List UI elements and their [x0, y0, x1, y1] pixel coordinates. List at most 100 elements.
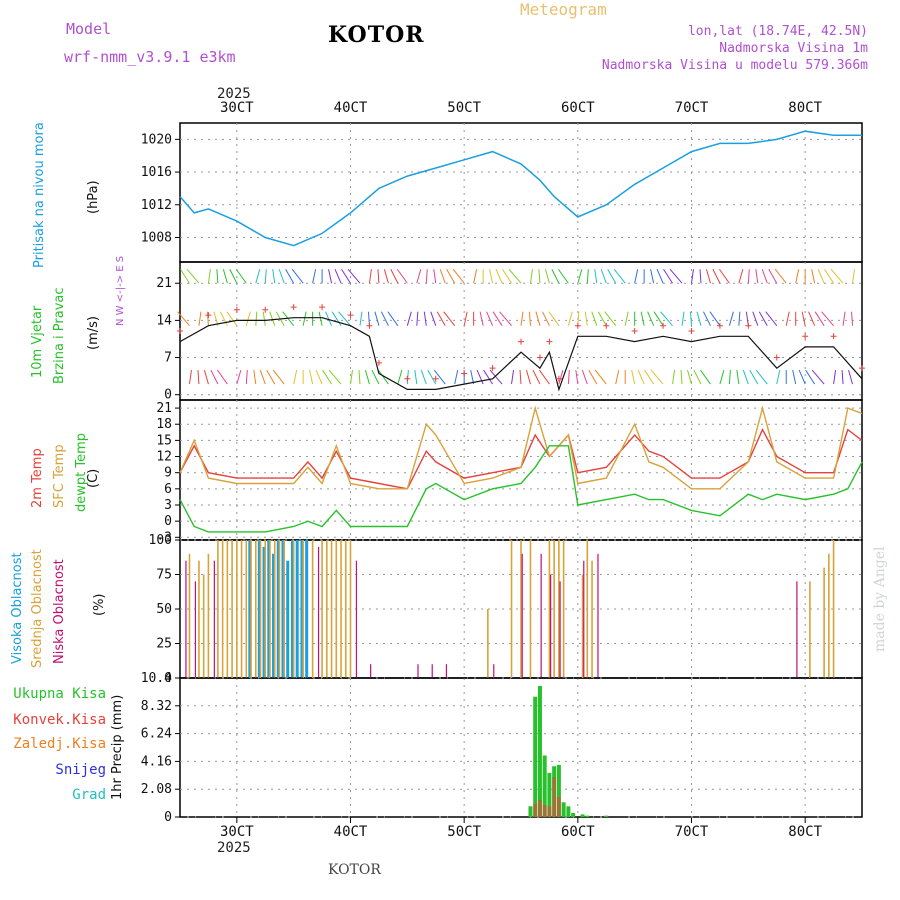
wind-barb-2-128	[774, 268, 787, 284]
wind-barb-1-60	[463, 311, 468, 326]
wind-barb-2-116	[718, 268, 730, 284]
temp-tick-label-4: 9	[164, 466, 172, 481]
wind-gust-marker-16	[555, 375, 562, 382]
wind-barb-1-80	[548, 311, 560, 326]
wind-barb-2-134	[811, 269, 816, 284]
wind-barb-2-14	[235, 268, 247, 284]
precip-bar-0-4	[547, 772, 552, 817]
wind-barb-1-132	[801, 311, 806, 326]
wind-barb-0-28	[309, 369, 314, 385]
wind-gust-marker-27	[859, 365, 865, 372]
wind-tick-label-3: 0	[164, 388, 172, 403]
wind-barb-2-10	[222, 269, 228, 284]
precip-legend-snow: Snijeg	[55, 762, 106, 778]
precip-bar-1-2	[542, 804, 547, 817]
wind-barb-0-40	[364, 369, 370, 385]
wind-barb-1-86	[584, 311, 588, 326]
wind-barb-2-118	[738, 269, 744, 284]
wind-barb-2-36	[341, 268, 351, 284]
wind-barb-2-48	[396, 268, 408, 284]
precip-tick-label-3: 4.16	[141, 754, 172, 769]
cloud-tick-label-3: 25	[156, 637, 172, 652]
wind-gust-marker-21	[688, 328, 695, 334]
time-label-bottom-4: 70CT	[675, 824, 709, 840]
wind-barb-0-66	[483, 369, 494, 385]
wind-barb-2-92	[607, 268, 617, 284]
wind-barb-1-116	[728, 311, 734, 326]
wind-barb-1-14	[245, 311, 251, 326]
wind-barb-1-66	[486, 311, 494, 326]
wind-barb-2-34	[334, 269, 342, 284]
wind-barb-2-86	[586, 269, 589, 284]
wind-barb-2-106	[669, 268, 683, 284]
model-label: Model	[66, 20, 112, 38]
wind-gust-marker-20	[660, 322, 667, 329]
wind-barb-0-34	[328, 369, 342, 385]
precip-bar-1-4	[552, 776, 557, 817]
wind-barb-1-4	[198, 311, 202, 326]
wind-barb-1-128	[785, 311, 790, 326]
wind-barb-1-92	[604, 311, 617, 327]
wind-barb-0-98	[637, 369, 645, 385]
wind-barb-0-130	[792, 369, 797, 385]
wind-barb-2-114	[712, 269, 721, 284]
wind-gust-marker-2	[233, 306, 240, 313]
temp-tick-label-8: -3	[156, 530, 172, 545]
wind-barb-1-10	[219, 311, 228, 326]
time-label-top-5: 80CT	[788, 100, 822, 116]
wind-barb-1-122	[752, 311, 759, 326]
time-label-bottom-1: 40CT	[334, 824, 368, 840]
wind-barb-0-142	[848, 369, 854, 385]
wind-barb-0-6	[203, 369, 209, 385]
wind-barb-1-38	[359, 311, 363, 326]
precip-tick-label-2: 6.24	[141, 727, 172, 742]
wind-gust-marker-24	[773, 354, 780, 361]
precip-bar-0-12	[604, 815, 609, 817]
wind-barb-1-134	[808, 311, 816, 326]
wind-barb-0-84	[575, 370, 579, 385]
lonlat-label: lon,lat (18.74E, 42.5N)	[687, 24, 868, 39]
wind-barb-0-62	[470, 369, 475, 385]
wind-barb-1-136	[814, 311, 825, 326]
temp-tick-label-5: 6	[164, 482, 172, 497]
wind-barb-0-76	[532, 369, 541, 385]
temp-line-0	[179, 427, 863, 490]
wind-barb-0-32	[322, 369, 332, 385]
wind-barb-1-114	[709, 311, 721, 326]
wind-barb-2-70	[502, 268, 512, 284]
wind-barb-1-32	[325, 311, 333, 326]
precip-bar-0-8	[566, 806, 571, 817]
wind-barb-0-126	[776, 369, 781, 385]
wind-barb-0-38	[358, 370, 361, 385]
wind-barb-0-30	[315, 369, 323, 385]
wind-barb-2-140	[830, 268, 844, 284]
wind-barb-2-28	[312, 269, 317, 284]
wind-barb-0-120	[742, 369, 749, 385]
wind-barb-1-72	[520, 311, 524, 326]
wind-gust-marker-1	[205, 312, 212, 319]
precip-bar-0-0	[528, 806, 533, 817]
cloud-tick-label-0: 100	[149, 533, 172, 548]
wind-barb-0-50	[414, 370, 418, 385]
wind-barb-0-136	[811, 369, 825, 385]
wind-barb-2-110	[699, 269, 702, 284]
wind-barb-0-80	[558, 369, 564, 385]
wind-barb-1-6	[206, 311, 209, 326]
wind-gust-marker-18	[603, 322, 610, 329]
wind-barb-1-52	[423, 311, 427, 326]
wind-gust-marker-19	[631, 328, 638, 334]
wind-barb-1-78	[541, 311, 550, 326]
wind-barb-0-138	[833, 370, 837, 385]
precip-bar-0-1	[533, 696, 538, 817]
wind-tick-label-2: 7	[164, 351, 172, 366]
wind-barb-1-94	[624, 311, 629, 326]
wind-barb-0-58	[454, 369, 459, 385]
wind-barb-1-64	[479, 311, 484, 326]
pressure-tick-label-2: 1012	[141, 198, 172, 213]
wind-barb-1-2	[177, 311, 190, 327]
wind-barb-2-80	[551, 269, 560, 284]
wind-barb-1-88	[591, 311, 598, 326]
cloud-tick-label-4: 0	[164, 671, 172, 686]
wind-barb-2-58	[446, 268, 456, 284]
wind-barb-2-12	[229, 269, 238, 284]
